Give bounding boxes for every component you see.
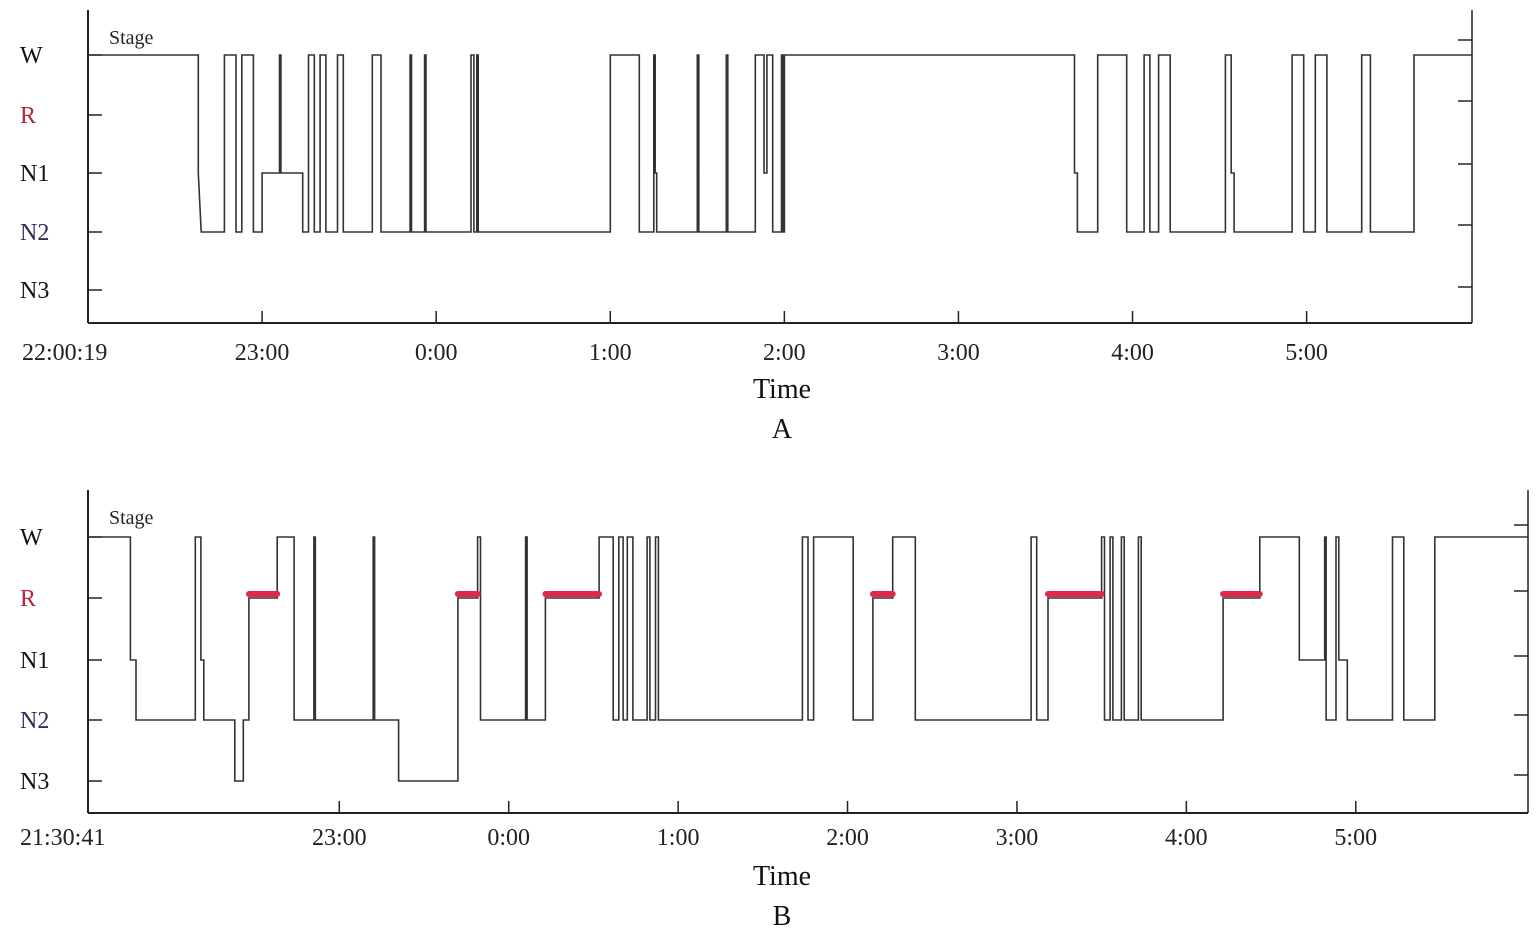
x-tick-label: 5:00	[1334, 825, 1377, 851]
x-tick-label: 0:00	[415, 340, 458, 366]
y-tick-label: N2	[20, 708, 49, 734]
panel-label: B	[773, 901, 792, 932]
y-tick-label: N2	[20, 220, 49, 246]
y-tick-label: N1	[20, 648, 49, 674]
x-axis-title: Time	[753, 861, 811, 892]
y-tick-label: N3	[20, 769, 49, 795]
y-tick-label: N1	[20, 161, 49, 187]
x-start-label: 21:30:41	[20, 825, 105, 851]
y-tick-label: W	[20, 525, 43, 551]
x-tick-label: 3:00	[996, 825, 1039, 851]
x-tick-label: 1:00	[657, 825, 700, 851]
x-tick-label: 2:00	[826, 825, 869, 851]
y-tick-label: W	[20, 43, 43, 69]
panel-b: W R N1 N2 N3 21:30:41 23:00 0:00 1:00 2:00 3:00 4:0…	[20, 490, 1529, 932]
x-tick-label: 23:00	[235, 340, 290, 366]
y-tick-label: N3	[20, 278, 49, 304]
y-tick-label: R	[20, 586, 36, 612]
hypnogram-line	[88, 536, 1528, 782]
x-tick-label: 4:00	[1165, 825, 1208, 851]
hypnogram-line	[88, 54, 1472, 233]
stage-title: Stage	[109, 27, 154, 49]
x-tick-label: 2:00	[763, 340, 806, 366]
x-axis-title: Time	[753, 374, 811, 405]
x-tick-label: 5:00	[1285, 340, 1328, 366]
stage-title: Stage	[109, 507, 154, 529]
x-start-label: 22:00:19	[22, 340, 107, 366]
x-tick-label: 0:00	[487, 825, 530, 851]
panel-a: W R N1 N2 N3 22:00:19 23:00 0:00 1:00 2:00 3:00 4:0…	[20, 10, 1473, 445]
x-tick-label: 1:00	[589, 340, 632, 366]
x-tick-label: 3:00	[937, 340, 980, 366]
x-tick-label: 23:00	[312, 825, 367, 851]
x-tick-label: 4:00	[1111, 340, 1154, 366]
y-tick-label: R	[20, 103, 36, 129]
panel-label: A	[772, 414, 793, 445]
